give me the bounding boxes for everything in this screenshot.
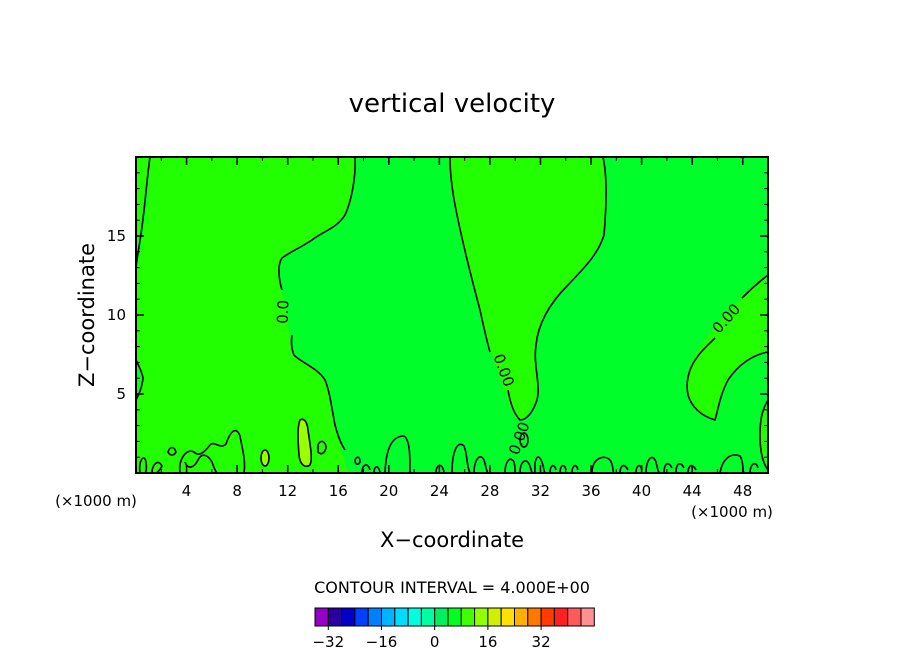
x-tick-label: 48 xyxy=(733,482,752,500)
colorbar-tick-label: 0 xyxy=(430,633,440,651)
colorbar-swatch xyxy=(527,607,542,627)
contour-region-positive xyxy=(687,275,768,420)
contour-line xyxy=(473,456,489,474)
contour-region-positive xyxy=(450,157,607,420)
contour-line xyxy=(749,462,759,474)
contour-label: 0.0 xyxy=(274,300,293,324)
contour-line xyxy=(663,462,673,474)
contour-line xyxy=(384,435,411,474)
colorbar-swatch xyxy=(447,607,462,627)
colorbar-swatch xyxy=(567,607,582,627)
x-axis-label: X−coordinate xyxy=(380,528,524,552)
contour-line xyxy=(451,443,471,474)
x-tick-label: 36 xyxy=(581,482,600,500)
contour-line xyxy=(373,466,381,474)
contour-line xyxy=(675,462,685,474)
y-tick-label: 5 xyxy=(116,385,126,403)
contour-line xyxy=(167,446,177,456)
contour-line xyxy=(297,418,313,468)
contour-line xyxy=(559,464,567,474)
x-unit-left: (×1000 m) xyxy=(55,492,137,510)
colorbar-swatch xyxy=(381,607,396,627)
contour-line xyxy=(759,399,769,471)
colorbar-swatch xyxy=(367,607,383,627)
colorbar-swatch xyxy=(500,607,516,627)
colorbar-tick-label: 16 xyxy=(478,633,497,651)
colorbar-swatch xyxy=(354,607,369,627)
colorbar-swatch xyxy=(341,607,356,627)
colorbar xyxy=(314,607,595,627)
contour-line xyxy=(151,461,163,474)
x-tick-label: 4 xyxy=(182,482,192,500)
x-tick-label: 28 xyxy=(480,482,499,500)
x-tick-label: 32 xyxy=(531,482,550,500)
y-axis: 5 10 15 xyxy=(107,172,768,458)
x-unit-right: (×1000 m) xyxy=(691,503,773,521)
colorbar-swatch xyxy=(514,607,529,627)
chart-title: vertical velocity xyxy=(349,89,556,119)
contour-line xyxy=(178,429,246,474)
contour-line xyxy=(138,457,148,474)
colorbar-swatch xyxy=(327,607,343,627)
contour-region-positive xyxy=(136,157,356,473)
contour-line xyxy=(354,456,361,465)
contour-line xyxy=(507,156,607,421)
x-tick-label: 20 xyxy=(379,482,398,500)
contour-interval-label: CONTOUR INTERVAL = 4.000E+00 xyxy=(314,578,590,597)
contour-line xyxy=(449,156,491,353)
x-tick-label: 40 xyxy=(632,482,651,500)
contour-line xyxy=(317,440,327,455)
contour-line xyxy=(361,464,371,474)
colorbar-swatch xyxy=(314,607,329,627)
y-tick-label: 10 xyxy=(107,306,126,324)
colorbar-swatch xyxy=(407,607,422,627)
contour-fill-group xyxy=(136,157,768,473)
contour-line xyxy=(184,454,219,474)
colorbar-swatch xyxy=(474,607,489,627)
contour-line xyxy=(571,464,579,474)
contour-line xyxy=(687,464,697,474)
colorbar-ticks: −32 −16 0 16 32 xyxy=(312,626,551,651)
y-tick-label: 15 xyxy=(107,227,126,245)
x-tick-label: 24 xyxy=(430,482,449,500)
colorbar-swatch xyxy=(580,607,595,627)
contour-line xyxy=(534,456,546,474)
y-axis-label: Z−coordinate xyxy=(75,243,99,387)
x-tick-label: 8 xyxy=(232,482,242,500)
colorbar-swatch xyxy=(420,607,436,627)
contour-line xyxy=(278,156,356,291)
x-tick-label: 12 xyxy=(278,482,297,500)
contour-line xyxy=(741,274,769,299)
colorbar-swatch xyxy=(487,607,502,627)
x-tick-label: 44 xyxy=(683,482,702,500)
colorbar-swatch xyxy=(460,607,476,627)
contour-line xyxy=(645,456,661,474)
contour-line xyxy=(619,464,629,474)
contour-line xyxy=(290,334,346,451)
x-axis: 4 8 12 16 20 24 28 32 36 40 44 48 xyxy=(160,157,752,500)
contour-line xyxy=(260,449,270,467)
colorbar-swatch xyxy=(540,607,555,627)
contour-line xyxy=(686,337,769,422)
x-tick-label: 16 xyxy=(329,482,348,500)
colorbar-tick-label: −16 xyxy=(366,633,398,651)
contour-region-weak xyxy=(261,450,269,466)
colorbar-tick-label: −32 xyxy=(312,633,344,651)
contour-line xyxy=(519,432,529,448)
colorbar-swatch xyxy=(394,607,409,627)
colorbar-swatch xyxy=(553,607,569,627)
colorbar-tick-label: 32 xyxy=(532,633,551,651)
contour-line xyxy=(549,464,557,474)
contour-line xyxy=(591,456,615,474)
contour-line xyxy=(519,460,533,474)
colorbar-swatch xyxy=(434,607,449,627)
